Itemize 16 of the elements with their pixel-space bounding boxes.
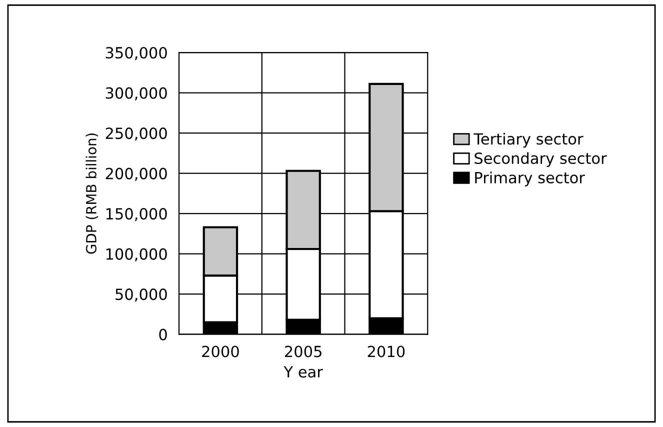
x-tick-label: 2010 xyxy=(368,346,405,358)
y-axis-title: GDP (RMB billion) xyxy=(86,134,98,254)
y-tick-label: 200,000 xyxy=(106,168,167,181)
x-tick-label: 2005 xyxy=(285,346,322,358)
y-tick-label: 50,000 xyxy=(116,288,167,302)
legend-label: Primary sector xyxy=(475,172,585,186)
legend-label: Tertiary sector xyxy=(474,132,584,148)
x-axis-title: Y ear xyxy=(284,366,323,378)
y-tick-label: 350,000 xyxy=(106,46,167,60)
y-tick-label: 150,000 xyxy=(106,208,167,222)
y-tick-label: 100,000 xyxy=(106,248,167,262)
x-tick-label: 2000 xyxy=(202,346,239,358)
y-tick-label: 300,000 xyxy=(106,87,167,100)
y-tick-label: 0 xyxy=(159,328,167,340)
y-tick-label: 250,000 xyxy=(106,128,167,141)
legend-label: Secondary sector xyxy=(474,152,607,168)
